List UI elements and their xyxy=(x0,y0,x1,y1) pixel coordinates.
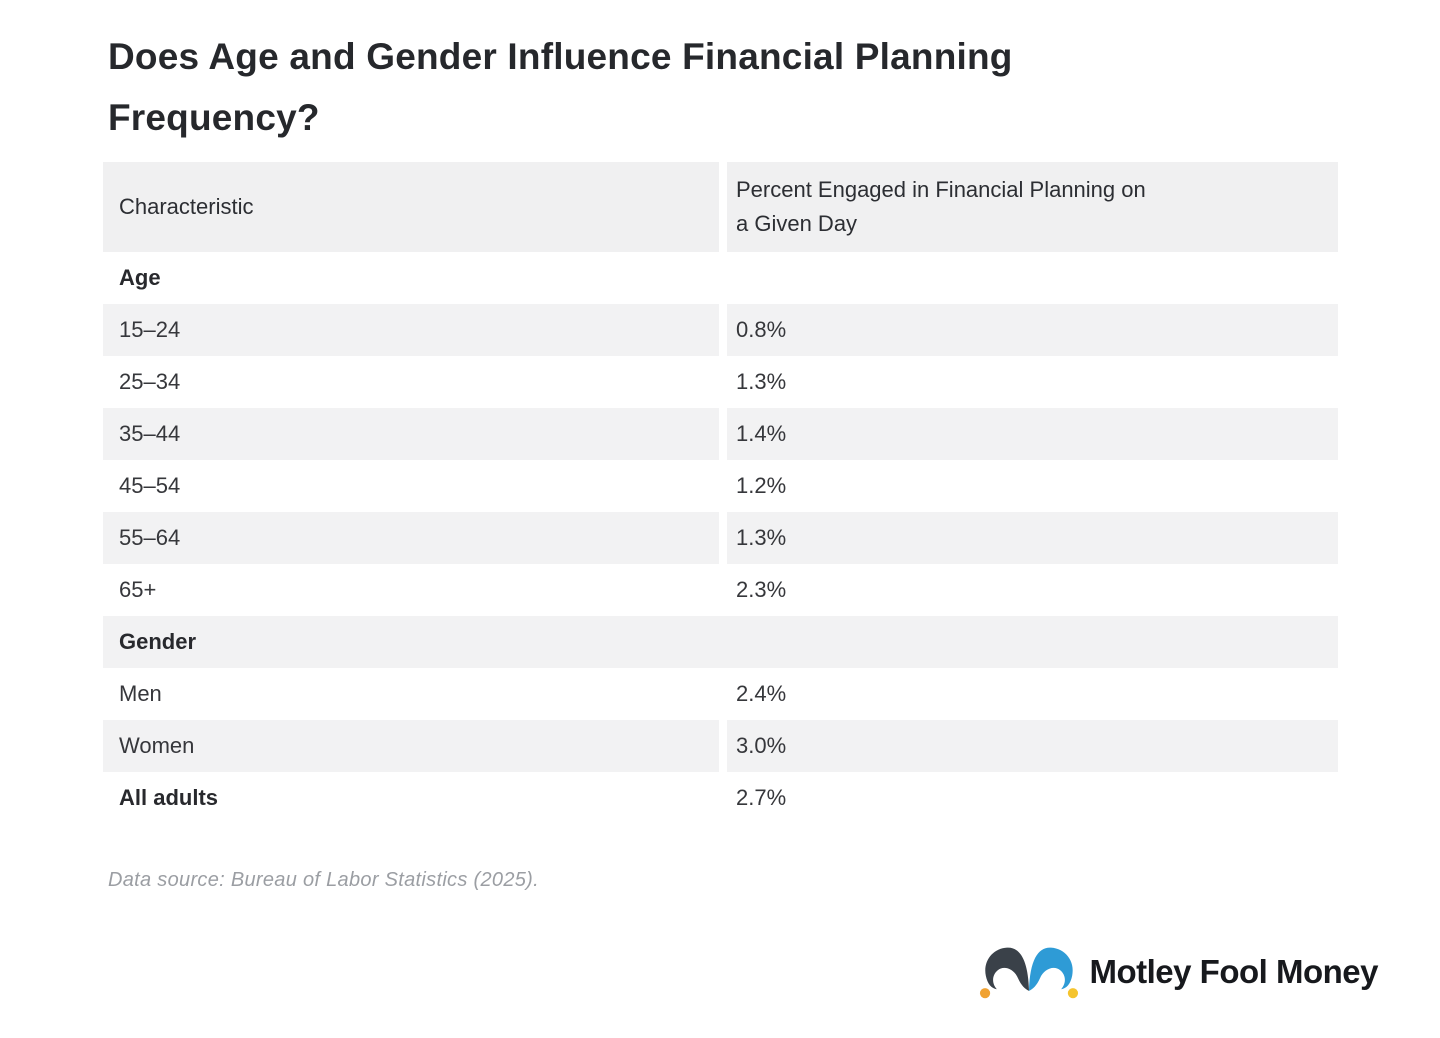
characteristic-cell: 25–34 xyxy=(103,356,719,408)
percent-value: 1.3% xyxy=(736,525,787,550)
characteristic-cell: 15–24 xyxy=(103,304,719,356)
percent-value: 2.3% xyxy=(736,577,787,602)
data-table: Characteristic Percent Engaged in Financ… xyxy=(103,162,1338,824)
characteristic-label: 65+ xyxy=(119,577,157,602)
column-gap xyxy=(719,408,727,460)
column-gap xyxy=(719,564,727,616)
table-row-45-54: 45–54 1.2% xyxy=(103,460,1338,512)
characteristic-cell: 35–44 xyxy=(103,408,719,460)
header-percent-line2: a Given Day xyxy=(736,211,858,236)
brand-logo: Motley Fool Money xyxy=(978,940,1379,1004)
characteristic-cell: Women xyxy=(103,720,719,772)
percent-cell: 2.3% xyxy=(727,564,1338,616)
percent-cell: 3.0% xyxy=(727,720,1338,772)
characteristic-cell: All adults xyxy=(103,772,719,824)
table-row-35-44: 35–44 1.4% xyxy=(103,408,1338,460)
characteristic-label: Men xyxy=(119,681,162,706)
characteristic-label: 35–44 xyxy=(119,421,181,446)
percent-cell: 1.2% xyxy=(727,460,1338,512)
header-percent-line1: Percent Engaged in Financial Planning on xyxy=(736,177,1146,202)
section-cell: Gender xyxy=(103,616,1338,668)
brand-name: Motley Fool Money xyxy=(1089,953,1379,990)
table-row-all-adults: All adults 2.7% xyxy=(103,772,1338,824)
characteristic-label: 55–64 xyxy=(119,525,181,550)
column-gap xyxy=(719,720,727,772)
percent-cell: 0.8% xyxy=(727,304,1338,356)
percent-value: 2.4% xyxy=(736,681,787,706)
column-gap xyxy=(719,162,727,252)
percent-value: 1.4% xyxy=(736,421,787,446)
column-gap xyxy=(719,668,727,720)
table-body: Age 15–24 0.8% 25–34 1.3% 35–44 1.4% 45–54 1.2% 5… xyxy=(103,252,1338,824)
characteristic-cell: 45–54 xyxy=(103,460,719,512)
characteristic-cell: Men xyxy=(103,668,719,720)
characteristic-cell: 65+ xyxy=(103,564,719,616)
percent-cell: 1.3% xyxy=(727,356,1338,408)
characteristic-label: 15–24 xyxy=(119,317,181,342)
characteristic-label: 25–34 xyxy=(119,369,181,394)
table-row-15-24: 15–24 0.8% xyxy=(103,304,1338,356)
table-header-row: Characteristic Percent Engaged in Financ… xyxy=(103,162,1338,252)
column-gap xyxy=(719,356,727,408)
page-title: Does Age and Gender Influence Financial … xyxy=(108,36,1013,138)
header-cell-characteristic: Characteristic xyxy=(103,162,719,252)
jester-hat-icon xyxy=(979,947,1078,999)
header-label-characteristic: Characteristic xyxy=(119,194,254,219)
table-row-men: Men 2.4% xyxy=(103,668,1338,720)
characteristic-label: All adults xyxy=(119,785,219,810)
percent-cell: 1.4% xyxy=(727,408,1338,460)
percent-value: 1.2% xyxy=(736,473,787,498)
column-gap xyxy=(719,772,727,824)
section-cell: Age xyxy=(103,252,1338,304)
table-row-65: 65+ 2.3% xyxy=(103,564,1338,616)
source-note: Data source: Bureau of Labor Statistics … xyxy=(108,869,539,891)
characteristic-cell: 55–64 xyxy=(103,512,719,564)
column-gap xyxy=(719,460,727,512)
characteristic-label: Women xyxy=(119,733,195,758)
section-row-gender: Gender xyxy=(103,616,1338,668)
percent-cell: 2.4% xyxy=(727,668,1338,720)
header-cell-percent: Percent Engaged in Financial Planning on… xyxy=(727,162,1338,252)
section-label: Age xyxy=(119,265,161,290)
percent-value: 0.8% xyxy=(736,317,787,342)
percent-value: 3.0% xyxy=(736,733,787,758)
percent-cell: 1.3% xyxy=(727,512,1338,564)
section-label: Gender xyxy=(119,629,197,654)
section-row-age: Age xyxy=(103,252,1338,304)
table-row-women: Women 3.0% xyxy=(103,720,1338,772)
percent-cell: 2.7% xyxy=(727,772,1338,824)
header-label-percent: Percent Engaged in Financial Planning on… xyxy=(736,173,1146,241)
characteristic-label: 45–54 xyxy=(119,473,181,498)
column-gap xyxy=(719,512,727,564)
column-gap xyxy=(719,304,727,356)
table-row-55-64: 55–64 1.3% xyxy=(103,512,1338,564)
percent-value: 2.7% xyxy=(736,785,787,810)
table-row-25-34: 25–34 1.3% xyxy=(103,356,1338,408)
percent-value: 1.3% xyxy=(736,369,787,394)
